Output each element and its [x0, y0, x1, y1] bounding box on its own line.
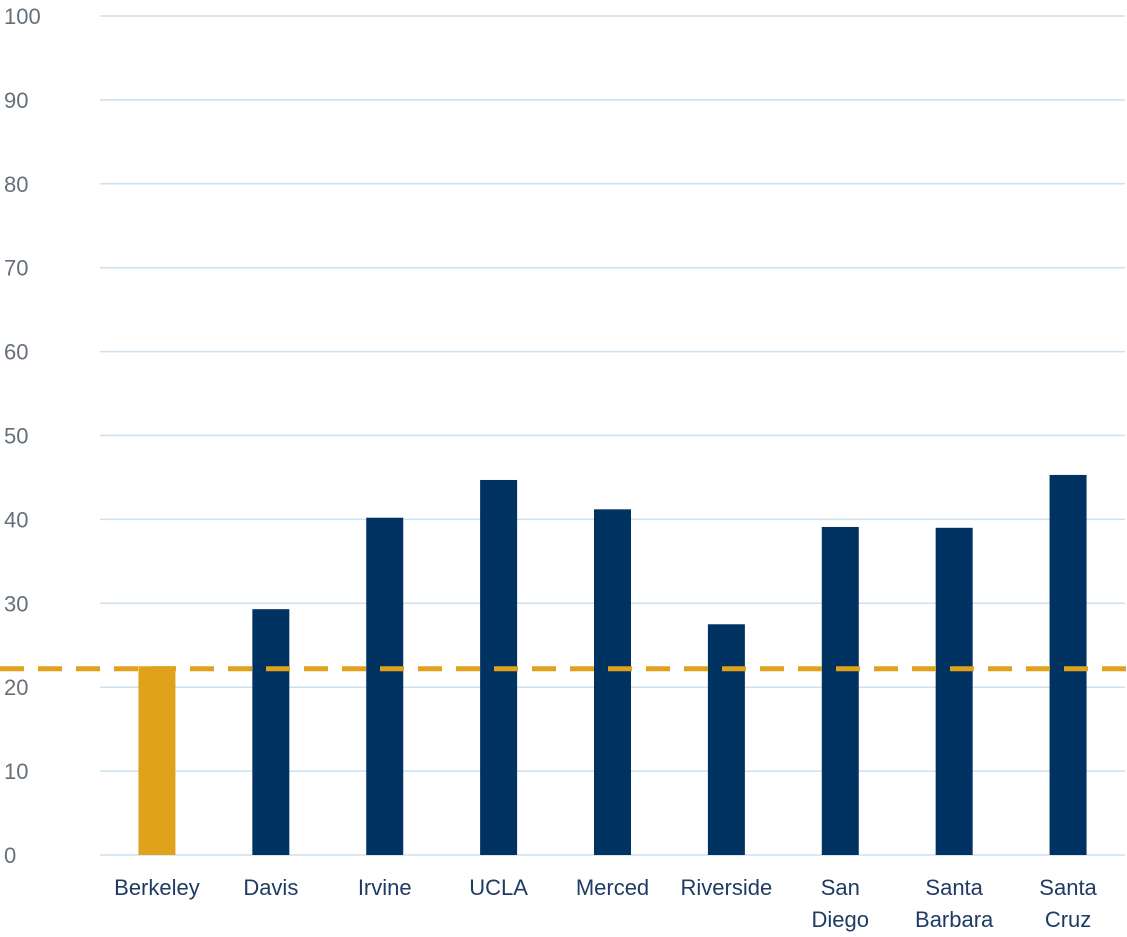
x-category-label-line: Cruz	[1045, 907, 1091, 932]
y-tick-label: 90	[4, 88, 28, 113]
x-category-label-line: Diego	[812, 907, 869, 932]
y-tick-label: 20	[4, 675, 28, 700]
y-tick-label: 40	[4, 507, 28, 532]
x-category-label: Irvine	[358, 875, 412, 900]
x-category-label-line: UCLA	[469, 875, 528, 900]
x-category-label-line: Merced	[576, 875, 649, 900]
x-category-label-line: Irvine	[358, 875, 412, 900]
y-axis-tick-labels: 0 10 20 30 40 50 60 70 80 90 100	[4, 4, 41, 868]
x-category-label: Riverside	[681, 875, 773, 900]
bar	[1050, 475, 1087, 855]
y-tick-label: 80	[4, 172, 28, 197]
x-category-label-line: Davis	[243, 875, 298, 900]
bar	[366, 518, 403, 855]
y-tick-label: 0	[4, 843, 16, 868]
y-tick-label: 100	[4, 4, 41, 29]
bar	[822, 527, 859, 855]
bar	[252, 609, 289, 855]
y-tick-label: 70	[4, 256, 28, 281]
x-category-label-line: Riverside	[681, 875, 773, 900]
x-category-label-line: San	[821, 875, 860, 900]
x-category-label: Merced	[576, 875, 649, 900]
y-tick-label: 50	[4, 424, 28, 449]
x-category-label: Santa Barbara	[915, 875, 994, 932]
y-tick-label: 30	[4, 591, 28, 616]
x-category-label-line: Santa	[925, 875, 983, 900]
x-category-label-line: Santa	[1039, 875, 1097, 900]
x-category-label: Davis	[243, 875, 298, 900]
bars	[138, 475, 1086, 855]
x-axis-category-labels: Berkeley Davis Irvine UCLA Merced Riverside Sa…	[114, 875, 1097, 932]
x-category-label: Santa Cruz	[1039, 875, 1097, 932]
bar	[138, 666, 175, 855]
x-category-label: San Diego	[812, 875, 869, 932]
x-category-label-line: Barbara	[915, 907, 994, 932]
x-category-label-line: Berkeley	[114, 875, 200, 900]
bar	[708, 624, 745, 855]
y-tick-label: 60	[4, 340, 28, 365]
bar	[594, 509, 631, 855]
bar	[936, 528, 973, 855]
x-category-label: UCLA	[469, 875, 528, 900]
x-category-label: Berkeley	[114, 875, 200, 900]
y-tick-label: 10	[4, 759, 28, 784]
